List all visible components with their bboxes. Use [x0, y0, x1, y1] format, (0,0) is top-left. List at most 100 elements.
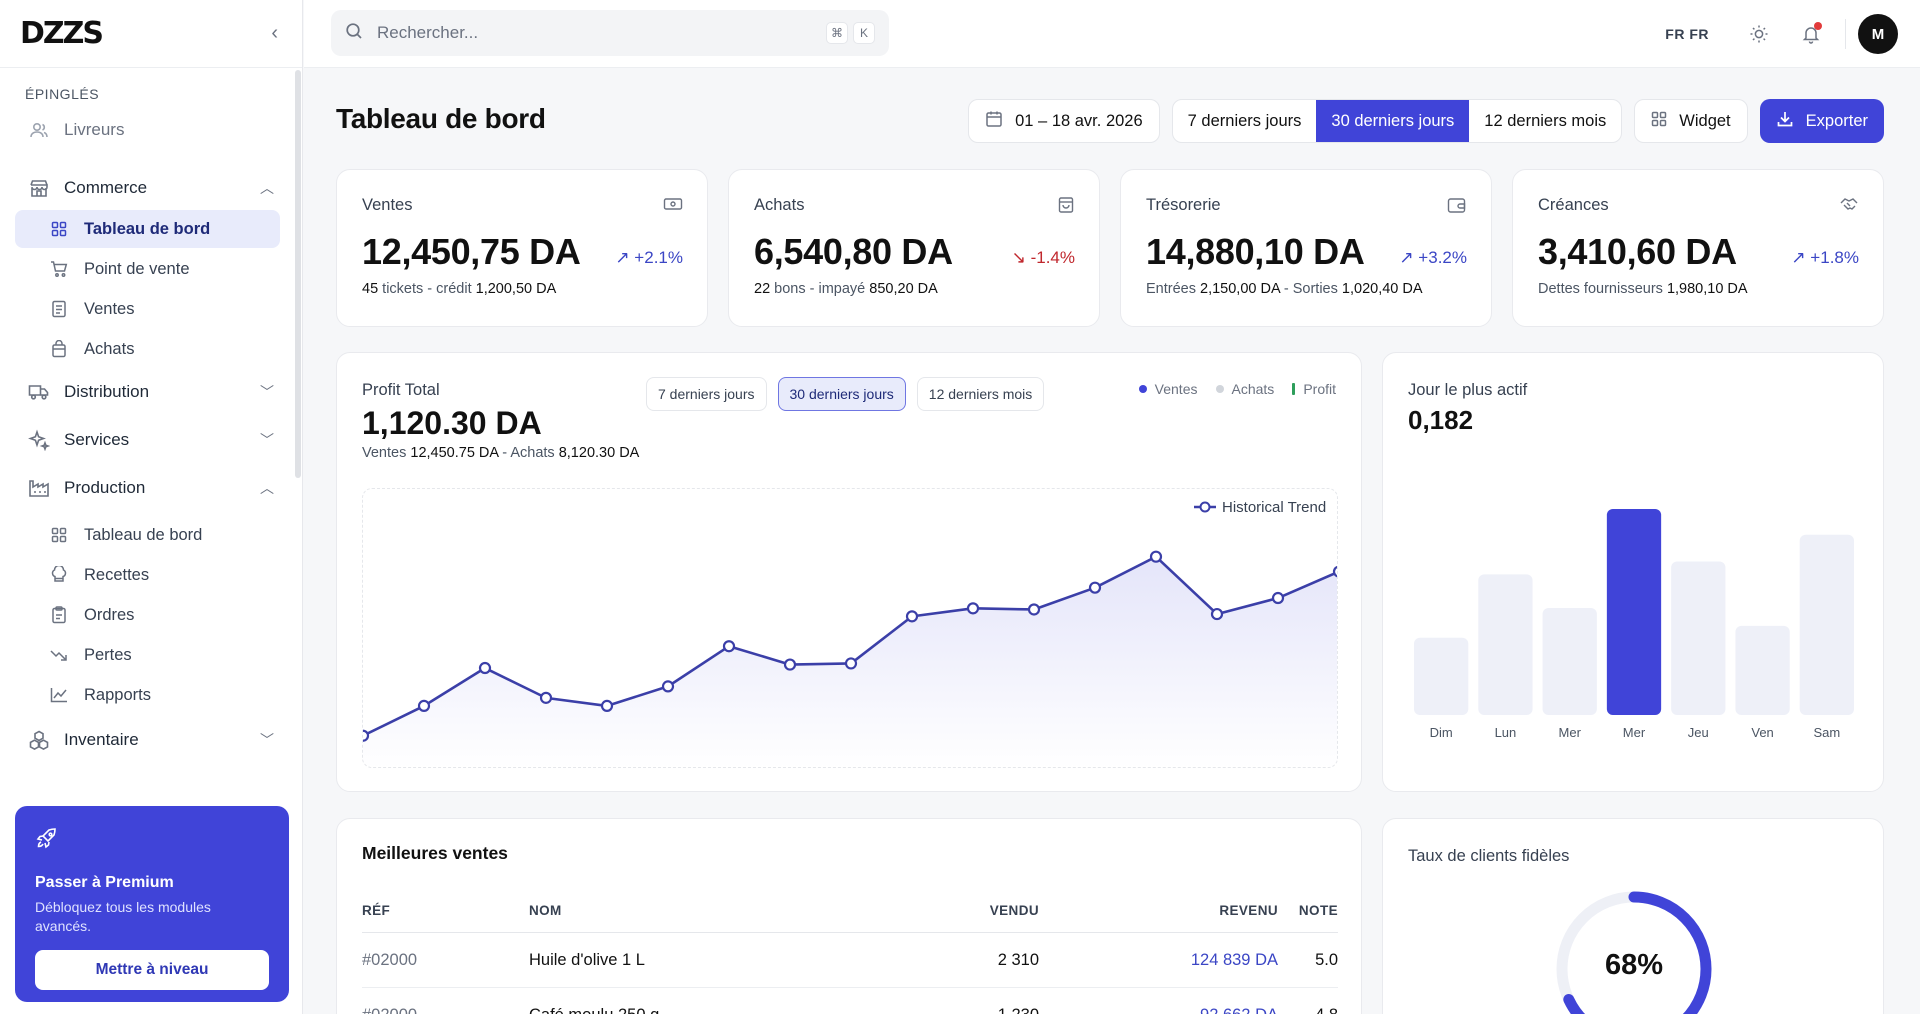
- sidebar: DZZS ‹ ÉPINGLÉS Livreurs Commerce ︿ Tabl…: [0, 0, 303, 1014]
- profit-legend: Ventes Achats Profit: [1121, 381, 1336, 397]
- sidebar-group-services[interactable]: Services ﹀: [0, 420, 302, 460]
- sidebar-item-pertes[interactable]: Pertes: [15, 636, 280, 674]
- search-input[interactable]: [377, 23, 821, 43]
- trend-point: [478, 661, 492, 675]
- bell-icon[interactable]: [1791, 14, 1831, 54]
- chevron-down-icon: ﹀: [260, 732, 274, 748]
- sidebar-group-label: Inventaire: [64, 730, 139, 749]
- premium-text: Débloquez tous les modules avancés.: [35, 899, 211, 934]
- sidebar-group-inventaire[interactable]: Inventaire ﹀: [0, 720, 302, 760]
- trend-point: [363, 729, 370, 742]
- sidebar-group-commerce[interactable]: Commerce ︿: [0, 168, 302, 208]
- kpi-title: Trésorerie: [1146, 196, 1221, 214]
- premium-card: Passer à Premium Débloquez tous les modu…: [15, 806, 289, 1002]
- chevron-up-icon: ︿: [260, 180, 274, 196]
- sidebar-scrollbar[interactable]: [295, 70, 301, 478]
- upgrade-button[interactable]: Mettre à niveau: [35, 950, 269, 990]
- period-7d[interactable]: 7 derniers jours: [1187, 111, 1302, 130]
- divider: [1845, 19, 1846, 49]
- sidebar-item-label: Ventes: [84, 299, 135, 318]
- topbar: ⌘ K FR FR M: [304, 0, 1920, 68]
- app-logo[interactable]: DZZS: [20, 16, 104, 51]
- table-row[interactable]: #02000 Huile d'olive 1 L 2 310 124 839 D…: [362, 933, 1338, 988]
- handshake-icon: [1839, 196, 1859, 219]
- legend-ventes[interactable]: Ventes: [1138, 381, 1198, 397]
- export-button[interactable]: Exporter: [1759, 99, 1884, 143]
- sidebar-item-point-de-vente[interactable]: Point de vente: [15, 250, 280, 288]
- period-12m[interactable]: 12 derniers mois: [1484, 111, 1607, 130]
- kpi-value: 6,540,80 DA: [754, 231, 953, 272]
- grid-icon: [50, 526, 68, 544]
- cart-icon: [50, 260, 68, 278]
- theme-toggle-icon[interactable]: [1739, 14, 1779, 54]
- page-title: Tableau de bord: [336, 103, 546, 134]
- boxes-icon: [28, 729, 50, 751]
- col-nom[interactable]: NOM: [529, 903, 562, 918]
- cell-revenu: 124 839 DA: [1190, 950, 1278, 969]
- sidebar-item-recettes[interactable]: Recettes: [15, 556, 280, 594]
- chevron-down-icon: ﹀: [260, 432, 274, 448]
- sidebar-item-tableau-de-bord[interactable]: Tableau de bord: [15, 210, 280, 248]
- profit-label: Profit Total: [362, 381, 440, 399]
- sidebar-item-production-tableau-de-bord[interactable]: Tableau de bord: [15, 516, 280, 554]
- busiest-day-value: 0,182: [1408, 405, 1474, 435]
- search-icon: [345, 22, 363, 45]
- sidebar-group-label: Production: [64, 478, 146, 497]
- sidebar-group-label: Distribution: [64, 382, 150, 401]
- profit-period-12m[interactable]: 12 derniers mois: [916, 377, 1045, 411]
- kbd-cmd: ⌘: [826, 22, 848, 44]
- widget-label: Widget: [1679, 111, 1731, 130]
- bar-label: Mer: [1559, 725, 1582, 740]
- pinned-section-label: ÉPINGLÉS: [25, 86, 100, 102]
- kpi-delta: ↗ +2.1%: [615, 248, 683, 267]
- profit-value: 1,120.30 DA: [362, 405, 542, 441]
- bar-label: Mer: [1623, 725, 1646, 740]
- period-selector: 7 derniers jours 30 derniers jours 12 de…: [1171, 99, 1623, 143]
- trend-point: [1149, 550, 1163, 563]
- sidebar-item-livreurs[interactable]: Livreurs: [0, 110, 302, 150]
- kpi-delta: ↗ +1.8%: [1791, 248, 1859, 267]
- sidebar-group-production[interactable]: Production ︿: [0, 468, 302, 508]
- col-revenu[interactable]: REVENU: [1219, 903, 1278, 918]
- bar: [1606, 509, 1662, 715]
- widget-button[interactable]: Widget: [1634, 99, 1748, 143]
- busiest-day-chart: Dim Lun Mer Mer Jeu Ven Sam: [1414, 509, 1854, 740]
- legend-profit[interactable]: Profit: [1292, 381, 1336, 397]
- bar: [1735, 625, 1790, 715]
- kpi-subtext: Dettes fournisseurs 1,980,10 DA: [1538, 281, 1748, 297]
- sidebar-item-label: Rapports: [84, 685, 151, 704]
- date-range-label: 01 – 18 avr. 2026: [1015, 111, 1143, 130]
- col-vendu[interactable]: VENDU: [989, 903, 1039, 918]
- sidebar-item-achats[interactable]: Achats: [15, 330, 280, 368]
- col-ref[interactable]: RÉF: [362, 903, 391, 918]
- profit-period-7d[interactable]: 7 derniers jours: [646, 377, 767, 411]
- truck-icon: [28, 381, 50, 403]
- collapse-sidebar-icon[interactable]: ‹: [271, 22, 278, 44]
- trend-point: [1088, 581, 1102, 594]
- legend-achats[interactable]: Achats: [1215, 381, 1274, 397]
- best-sellers-card: Meilleures ventes RÉF NOM VENDU REVENU N…: [336, 818, 1362, 1014]
- kpi-card-ventes: Ventes 12,450,75 DA ↗ +2.1% 45 tickets -…: [336, 169, 708, 327]
- sidebar-item-label: Livreurs: [64, 120, 125, 139]
- sidebar-nav: ÉPINGLÉS Livreurs Commerce ︿ Tableau de …: [0, 68, 302, 1014]
- period-30d[interactable]: 30 derniers jours: [1316, 100, 1470, 142]
- sidebar-item-ventes[interactable]: Ventes: [15, 290, 280, 328]
- language-switch[interactable]: FR FR: [1665, 26, 1709, 42]
- loyal-customers-card: Taux de clients fidèles 68%: [1382, 818, 1884, 1014]
- col-note[interactable]: NOTE: [1298, 903, 1338, 918]
- sidebar-item-rapports[interactable]: Rapports: [15, 676, 280, 714]
- table-row[interactable]: #02000 Café moulu 250 g 1 230 92 662 DA …: [362, 988, 1338, 1014]
- notification-dot: [1814, 22, 1822, 30]
- avatar[interactable]: M: [1858, 14, 1898, 54]
- bar-label: Sam: [1813, 725, 1840, 740]
- trending-down-icon: [50, 646, 68, 664]
- trend-point: [1210, 607, 1224, 621]
- clipboard-icon: [50, 606, 68, 624]
- kpi-title: Créances: [1538, 196, 1609, 214]
- profit-period-30d[interactable]: 30 derniers jours: [777, 377, 906, 411]
- sidebar-item-label: Ordres: [84, 605, 135, 624]
- sidebar-group-distribution[interactable]: Distribution ﹀: [0, 372, 302, 412]
- date-range-picker[interactable]: 01 – 18 avr. 2026: [968, 99, 1160, 143]
- sidebar-item-ordres[interactable]: Ordres: [15, 596, 280, 634]
- bar-label: Ven: [1751, 725, 1773, 740]
